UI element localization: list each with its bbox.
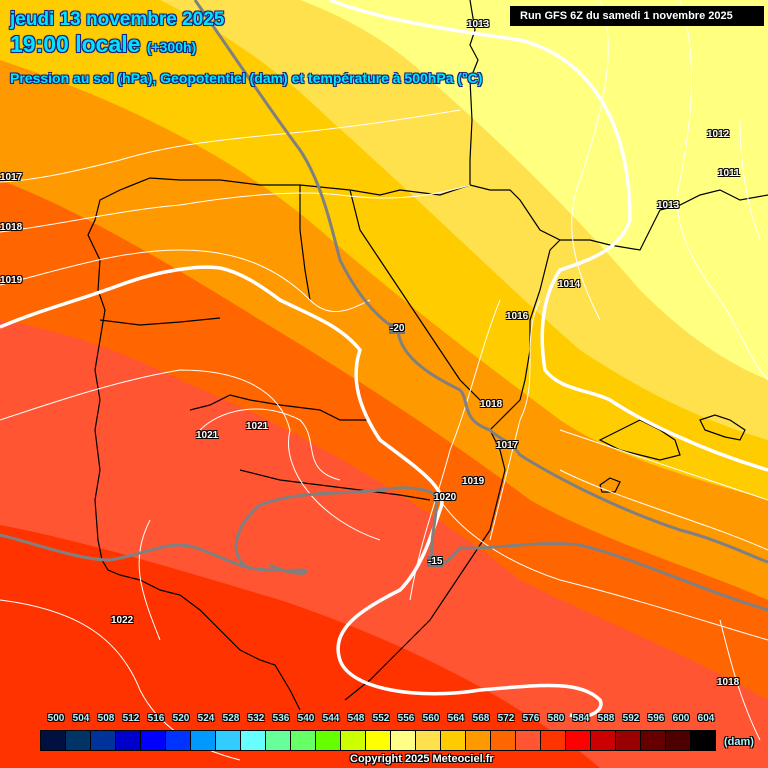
legend-tick: 556 <box>397 713 415 724</box>
legend-tick: 560 <box>422 713 440 724</box>
model-run-info: Run GFS 6Z du samedi 1 novembre 2025 <box>510 6 764 26</box>
legend-tick: 604 <box>697 713 715 724</box>
temperature-label: -20 <box>389 323 406 334</box>
legend-tick: 592 <box>622 713 640 724</box>
temperature-label: -15 <box>427 556 444 567</box>
legend-unit: (dam) <box>724 736 754 748</box>
legend-color-bar <box>40 730 716 751</box>
legend-swatch <box>291 731 316 750</box>
legend-swatch <box>66 731 91 750</box>
legend-swatch <box>441 731 466 750</box>
pressure-label: 1014 <box>558 279 581 290</box>
legend-tick: 540 <box>297 713 315 724</box>
legend-swatch <box>91 731 116 750</box>
pressure-label: 1017 <box>496 440 519 451</box>
legend-tick: 500 <box>47 713 65 724</box>
legend-tick: 576 <box>522 713 540 724</box>
legend-swatch <box>216 731 241 750</box>
legend-tick: 536 <box>272 713 290 724</box>
forecast-time: 19:00 locale (+300h) <box>10 31 196 58</box>
legend-swatch <box>191 731 216 750</box>
legend-tick: 564 <box>447 713 465 724</box>
legend-tick: 552 <box>372 713 390 724</box>
legend-tick: 600 <box>672 713 690 724</box>
legend-swatch <box>466 731 491 750</box>
legend-swatch <box>391 731 416 750</box>
isotherms <box>0 0 768 612</box>
legend-swatch <box>616 731 641 750</box>
legend-swatch <box>541 731 566 750</box>
legend-swatch <box>141 731 166 750</box>
pressure-label: 1013 <box>467 19 490 30</box>
pressure-label: 1021 <box>246 421 269 432</box>
pressure-label: 1020 <box>434 492 457 503</box>
forecast-date: jeudi 13 novembre 2025 <box>10 9 225 30</box>
legend-swatch <box>691 731 715 750</box>
legend-tick: 524 <box>197 713 215 724</box>
pressure-label: 1017 <box>0 172 23 183</box>
legend-swatch <box>566 731 591 750</box>
legend-swatch <box>641 731 666 750</box>
legend-tick: 596 <box>647 713 665 724</box>
legend-swatch <box>266 731 291 750</box>
pressure-label: 1012 <box>707 129 730 140</box>
legend-tick: 512 <box>122 713 140 724</box>
pressure-label: 1021 <box>196 430 219 441</box>
pressure-label: 1016 <box>506 311 529 322</box>
legend-tick: 528 <box>222 713 240 724</box>
legend-swatch <box>491 731 516 750</box>
legend-tick: 508 <box>97 713 115 724</box>
legend-swatch <box>416 731 441 750</box>
legend-swatch <box>666 731 691 750</box>
legend-ticks: 500 504 508 512 516 520 524 528 532 536 540 544 548 5… <box>40 713 740 725</box>
pressure-label: 1018 <box>480 399 503 410</box>
legend-swatch <box>516 731 541 750</box>
pressure-label: 1018 <box>0 222 23 233</box>
color-legend: 500 504 508 512 516 520 524 528 532 536 540 544 548 5… <box>40 713 740 753</box>
legend-tick: 504 <box>72 713 90 724</box>
legend-tick: 588 <box>597 713 615 724</box>
legend-tick: 520 <box>172 713 190 724</box>
legend-swatch <box>366 731 391 750</box>
legend-tick: 532 <box>247 713 265 724</box>
legend-swatch <box>166 731 191 750</box>
forecast-time-label: 19:00 locale <box>10 31 141 57</box>
legend-swatch <box>241 731 266 750</box>
legend-tick: 544 <box>322 713 340 724</box>
pressure-label: 1019 <box>462 476 485 487</box>
pressure-label: 1022 <box>111 615 134 626</box>
legend-swatch <box>341 731 366 750</box>
legend-tick: 548 <box>347 713 365 724</box>
parameters-title: Pression au sol (hPa), Geopotentiel (dam… <box>10 70 483 86</box>
legend-tick: 572 <box>497 713 515 724</box>
legend-swatch <box>591 731 616 750</box>
pressure-label: 1019 <box>0 275 23 286</box>
legend-swatch <box>316 731 341 750</box>
legend-swatch <box>116 731 141 750</box>
legend-swatch <box>41 731 66 750</box>
legend-tick: 568 <box>472 713 490 724</box>
legend-tick: 516 <box>147 713 165 724</box>
legend-tick: 580 <box>547 713 565 724</box>
isohypses <box>0 0 768 718</box>
legend-tick: 584 <box>572 713 590 724</box>
pressure-label: 1011 <box>718 168 740 179</box>
copyright: Copyright 2025 Meteociel.fr <box>350 753 494 765</box>
pressure-label: 1013 <box>657 200 680 211</box>
pressure-label: 1018 <box>717 677 740 688</box>
forecast-lead-time: (+300h) <box>146 39 197 55</box>
